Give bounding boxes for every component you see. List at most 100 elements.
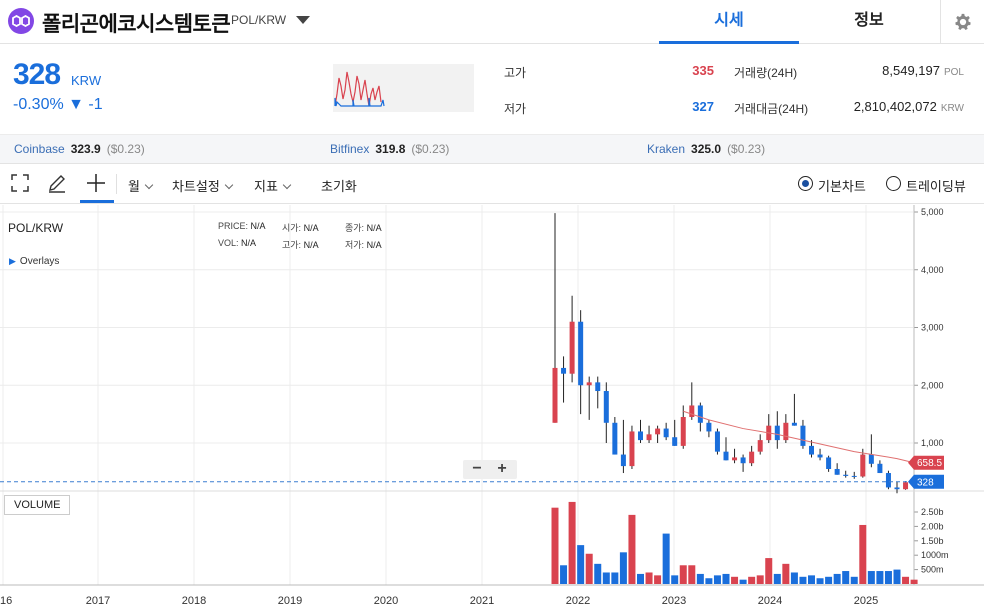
ohlc-low: 저가: N/A — [345, 240, 382, 250]
ohlc-open: 시가: N/A — [282, 223, 319, 233]
volume-24h: 8,549,197 POL — [882, 63, 964, 78]
zoom-in-button[interactable]: + — [497, 460, 507, 477]
x-tick-label: 2017 — [86, 595, 110, 607]
volume-bar — [816, 578, 824, 584]
volume-bar — [645, 572, 653, 584]
chevron-down-icon — [144, 180, 154, 190]
volume-bar — [884, 571, 892, 584]
volume-bar — [722, 573, 730, 584]
volume-bar — [808, 575, 815, 584]
volume-bar — [825, 576, 833, 584]
candle-body — [680, 417, 686, 446]
x-tick-label: 2022 — [566, 595, 590, 607]
coin-select-caret-icon[interactable] — [296, 16, 310, 24]
volume-bar — [748, 576, 756, 584]
ohlc-high: 고가: N/A — [282, 240, 319, 250]
chart-settings-menu[interactable]: 차트설정 — [172, 176, 234, 195]
x-tick-label: 016 — [0, 595, 12, 607]
candle-body — [809, 445, 814, 455]
candle-body — [851, 475, 857, 477]
candle-body — [894, 487, 900, 490]
chevron-down-icon — [282, 180, 292, 190]
volume-bar — [568, 501, 576, 584]
gear-icon — [955, 13, 971, 31]
candle-body — [800, 425, 806, 446]
volume-axis-label: 1000m — [921, 550, 949, 560]
candle-body — [749, 451, 755, 464]
candle-body — [885, 473, 891, 488]
candle-body — [578, 321, 584, 386]
candle-body — [689, 405, 695, 418]
tradingview-label[interactable]: 트레이딩뷰 — [906, 179, 966, 194]
x-tick-label: 2019 — [278, 595, 302, 607]
crosshair-icon[interactable] — [85, 172, 109, 196]
indicators-menu[interactable]: 지표 — [254, 176, 292, 195]
candle-body — [646, 434, 652, 441]
volume-bar — [850, 576, 858, 584]
volume-bar — [585, 553, 593, 584]
volume-bar — [765, 558, 773, 584]
volume-bar — [628, 514, 636, 584]
volume-bar — [577, 545, 585, 584]
volume-bar — [705, 578, 713, 584]
volume-bar — [790, 572, 798, 584]
volume-bar — [637, 573, 644, 584]
period-select[interactable]: 월 — [128, 176, 154, 195]
price-axis-label: 5,000 — [921, 207, 944, 217]
candle-body — [877, 463, 883, 474]
ohlc-close: 종가: N/A — [345, 223, 382, 233]
zoom-out-button[interactable]: − — [472, 460, 482, 477]
volume-bar — [756, 575, 764, 584]
price-axis-label: 4,000 — [921, 265, 944, 275]
price-chart[interactable]: 016 2017 2018 2019 2020 2021 2022 2023 2024 2025 5… — [0, 205, 984, 614]
exchange-item-kraken[interactable]: Kraken 325.0 ($0.23) — [647, 142, 766, 156]
ma-value-flag — [908, 455, 944, 470]
candle-body — [757, 440, 763, 452]
volume-bar — [654, 575, 662, 584]
basic-chart-label[interactable]: 기본차트 — [818, 179, 866, 194]
last-price-flag — [908, 474, 944, 489]
candle-body — [569, 321, 575, 374]
volume-bar — [739, 579, 747, 584]
moving-average-line — [683, 410, 915, 464]
overlays-toggle[interactable]: ▶ Overlays — [9, 256, 60, 267]
price-axis-label: 2,000 — [921, 380, 944, 390]
candle-body — [612, 422, 618, 455]
tab-info[interactable]: 정보 — [854, 12, 884, 29]
ma-value-label: 658.5 — [917, 458, 942, 469]
candle-body — [663, 428, 669, 438]
chart-toolbar: 월 차트설정 지표 초기화 기본차트 트레이딩뷰 — [0, 164, 984, 204]
volume-bar — [696, 573, 704, 584]
volume-bar — [594, 563, 602, 584]
price-summary: 328 KRW -0.30% ▼ -1 고가 335 저가 327 거래량(24… — [0, 44, 984, 134]
candlestick-chart-svg: 016 2017 2018 2019 2020 2021 2022 2023 2024 2025 5… — [0, 205, 984, 607]
candle-body — [774, 425, 780, 441]
pencil-icon[interactable] — [46, 172, 70, 196]
volume-bar — [842, 571, 850, 584]
candle-body — [620, 454, 626, 467]
volume-bar — [799, 576, 807, 584]
turnover-24h: 2,810,402,072 KRW — [853, 99, 964, 114]
settings-button[interactable] — [940, 0, 984, 44]
volume-bar — [551, 507, 559, 584]
reset-button[interactable]: 초기화 — [321, 179, 357, 194]
tab-price[interactable]: 시세 — [659, 0, 799, 44]
volume-bar — [560, 565, 568, 584]
volume-label: 거래량(24H) — [734, 66, 798, 80]
candle-body — [586, 382, 592, 386]
candle-body — [868, 454, 874, 464]
basic-chart-radio[interactable] — [798, 176, 813, 191]
fullscreen-icon[interactable] — [9, 172, 33, 196]
current-price: 328 — [13, 58, 61, 91]
candle-body — [595, 382, 601, 392]
tradingview-radio[interactable] — [886, 176, 901, 191]
ohlc-price: PRICE: N/A — [218, 221, 266, 231]
volume-bar — [876, 571, 884, 584]
low-value: 327 — [692, 99, 714, 114]
volume-bar — [773, 573, 781, 584]
exchange-item-coinbase[interactable]: Coinbase 323.9 ($0.23) — [14, 142, 145, 156]
candle-body — [723, 451, 729, 461]
exchange-item-bitfinex[interactable]: Bitfinex 319.8 ($0.23) — [330, 142, 450, 156]
chart-pair-label: POL/KRW — [8, 221, 64, 235]
x-tick-label: 2021 — [470, 595, 494, 607]
